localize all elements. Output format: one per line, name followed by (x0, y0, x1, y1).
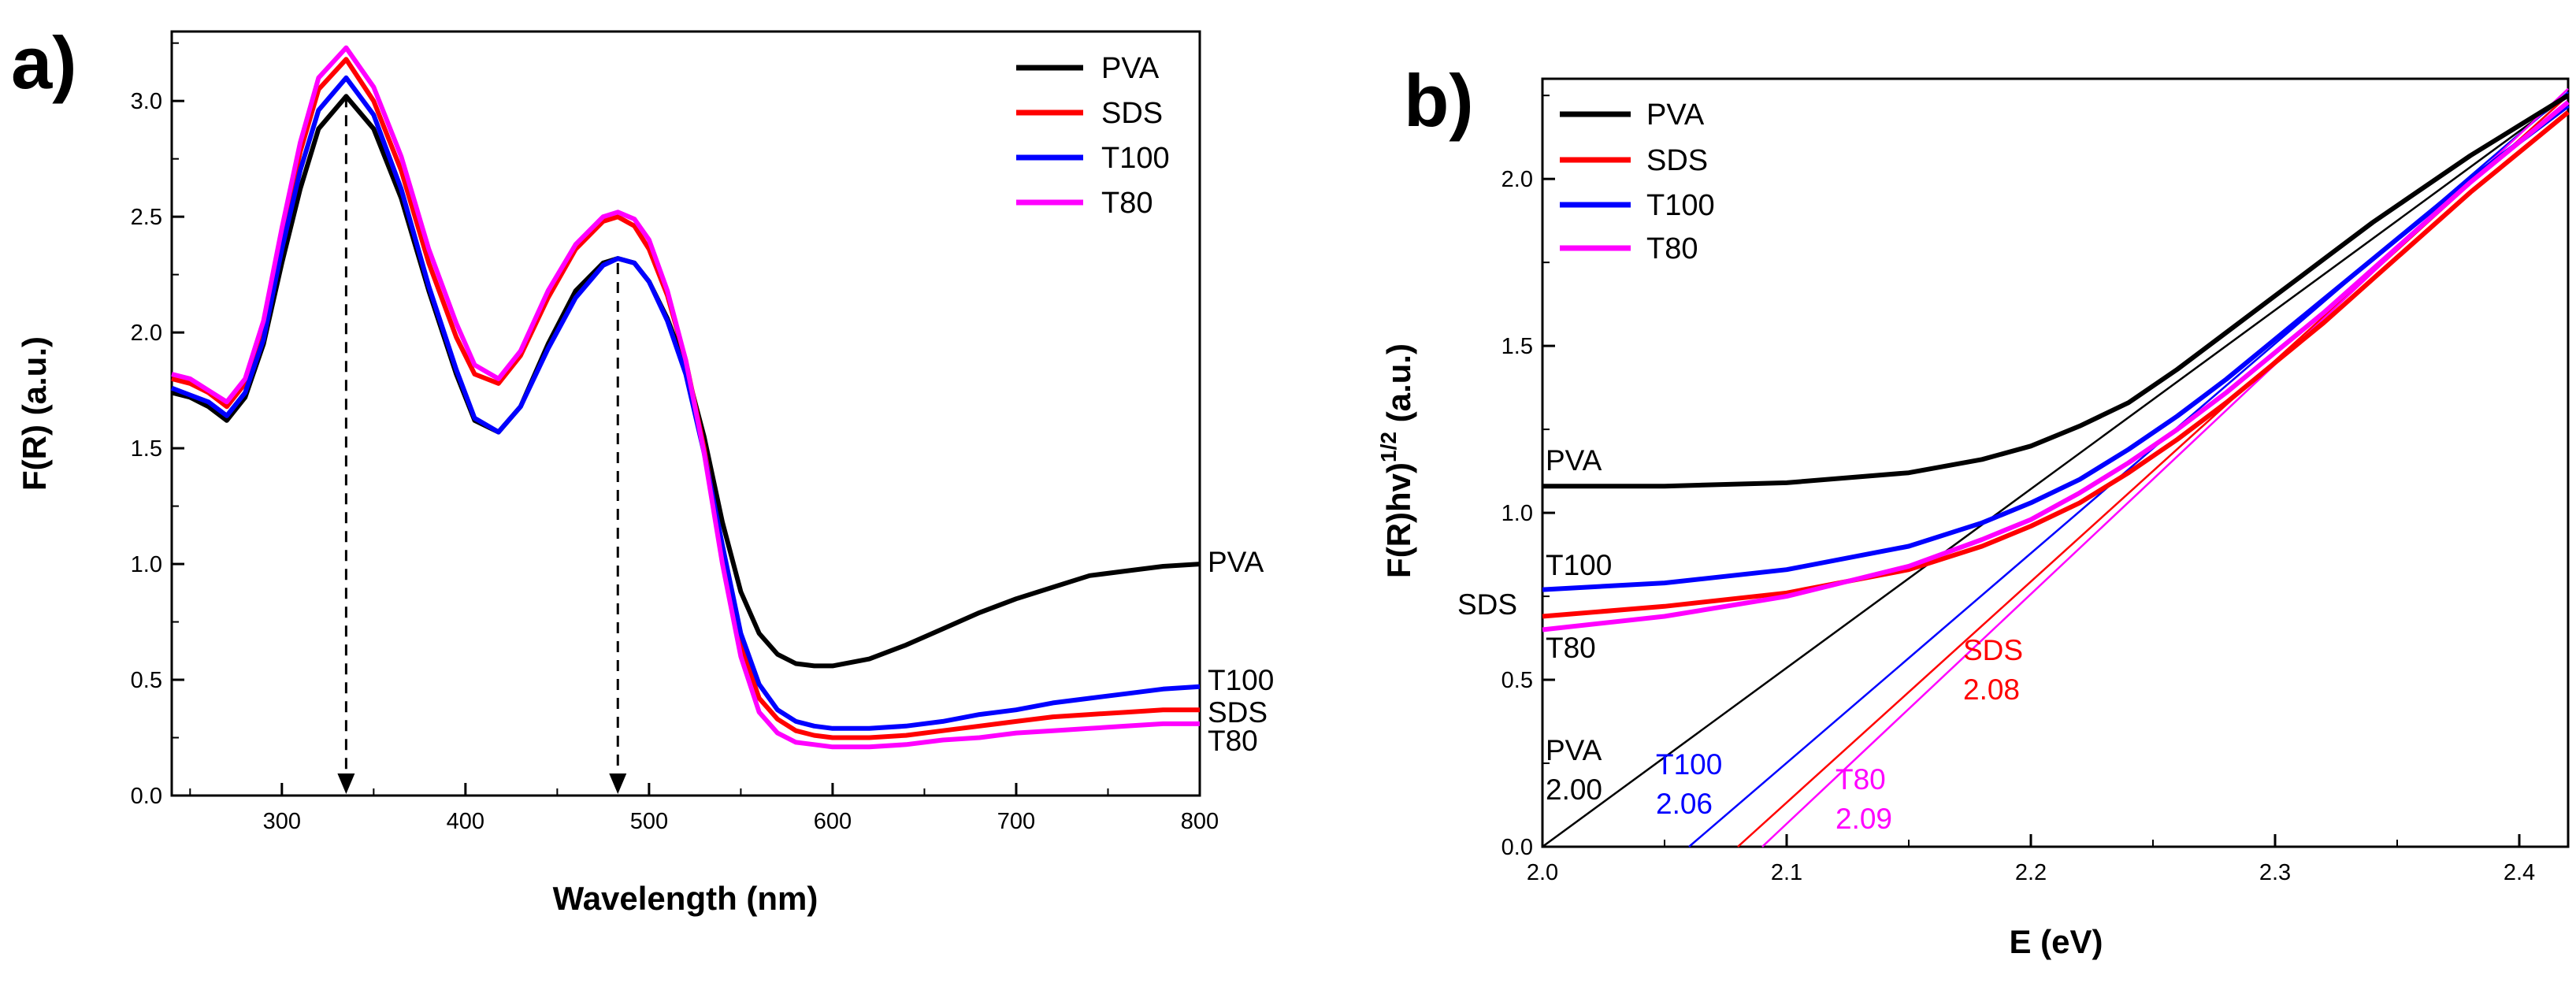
panel-b-plot-frame (1541, 77, 2570, 848)
panel-a-tick-labels: 300 400 500 600 700 800 0.0 0.5 1.0 1.5 2.0 2.5 3.0 (131, 89, 1219, 834)
panel-b-y-tick-label: 2.0 (1501, 167, 1533, 192)
panel-a-x-tick-label: 800 (1181, 809, 1219, 834)
end-label-t80: T80 (1208, 725, 1258, 757)
end-label-sds: SDS (1208, 696, 1268, 729)
panel-a-y-tick-label: 2.0 (131, 321, 162, 346)
end-label-pva: PVA (1208, 546, 1264, 578)
panel-a-y-tick-label: 2.5 (131, 205, 162, 230)
panel-b-y-axis-title-sup: 1/2 (1376, 432, 1401, 462)
panel-b-y-tick-label: 0.0 (1501, 835, 1533, 860)
svg-text:F(R)hv)1/2 (a.u.): F(R)hv)1/2 (a.u.) (1376, 343, 1417, 578)
panel-a-arrows (337, 96, 627, 794)
legend-label-pva: PVA (1646, 98, 1705, 132)
panel-b-y-tick-label: 0.5 (1501, 668, 1533, 693)
bandgap-name-t100: T100 (1656, 748, 1722, 781)
curve-label-t100: T100 (1546, 549, 1612, 581)
panel-b-legend: PVA SDS T100 T80 (1560, 98, 1715, 265)
panel-a-x-tick-label: 400 (447, 809, 484, 834)
bandgap-value-pva: 2.00 (1546, 773, 1602, 806)
panel-a-y-tick-label: 1.0 (131, 552, 162, 577)
panel-a-legend: PVA SDS T100 T80 (1016, 52, 1170, 220)
panel-a-x-tick-label: 500 (630, 809, 668, 834)
panel-b-x-tick-label: 2.0 (1527, 860, 1558, 885)
panel-a: a) 300 400 500 600 700 8000.00.51.01.52.02.53… (11, 21, 1274, 917)
series-line-sds (1542, 110, 2570, 619)
series-line-t100 (170, 75, 1201, 731)
bandgap-name-pva: PVA (1546, 734, 1602, 766)
legend-label-pva: PVA (1101, 52, 1160, 85)
legend-label-t80: T80 (1101, 187, 1153, 220)
bandgap-name-sds: SDS (1963, 634, 2023, 666)
tangent-line-pva (1542, 95, 2569, 848)
panel-b-series (1542, 93, 2570, 632)
panel-a-y-tick-label: 0.5 (131, 668, 162, 693)
panel-b-ticks (1541, 95, 2521, 848)
series-line-t100 (1542, 103, 2570, 592)
curve-label-sds: SDS (1457, 588, 1517, 621)
panel-b-tick-labels: 2.0 2.1 2.2 2.3 2.4 0.0 0.5 1.0 1.5 2.0 (1501, 167, 2535, 885)
panel-b-x-tick-label: 2.1 (1771, 860, 1802, 885)
legend-label-sds: SDS (1646, 144, 1708, 177)
panel-b-y-axis-title-main: F(R)hv) (1380, 462, 1417, 578)
panel-b-y-axis-title: F(R)hv)1/2 (a.u.) (1376, 343, 1417, 578)
end-label-t100: T100 (1208, 664, 1274, 696)
panel-a-x-tick-label: 600 (814, 809, 852, 834)
panel-a-y-tick-label: 3.0 (131, 89, 162, 114)
series-line-pva (1542, 93, 2570, 489)
panel-b-y-tick-label: 1.0 (1501, 501, 1533, 526)
panel-a-x-axis-title: Wavelength (nm) (553, 880, 818, 917)
bandgap-value-sds: 2.08 (1963, 673, 2020, 706)
legend-label-t100: T100 (1646, 189, 1715, 222)
curve-label-pva: PVA (1546, 444, 1602, 477)
panel-a-y-tick-label: 1.5 (131, 436, 162, 462)
panel-b-y-tick-label: 1.5 (1501, 334, 1533, 359)
series-line-sds (171, 57, 1200, 740)
series-line-t80 (1542, 100, 2570, 632)
panel-b-y-axis-title-tail: (a.u.) (1380, 343, 1417, 432)
panel-a-label: a) (11, 21, 77, 104)
panel-b-label: b) (1404, 59, 1474, 142)
panel-a-series (170, 45, 1201, 750)
panel-b: b) 2.0 2.1 2.2 2.3 2.4 0.0 0.5 1.0 1.5 2.0 PVA SD… (1376, 59, 2570, 960)
bandgap-value-t100: 2.06 (1656, 788, 1713, 820)
panel-a-y-tick-label: 0.0 (131, 784, 162, 809)
bandgap-value-t80: 2.09 (1835, 803, 1892, 835)
arrow-head-2 (609, 773, 627, 794)
panel-b-x-tick-label: 2.3 (2259, 860, 2291, 885)
bandgap-name-t80: T80 (1835, 763, 1886, 796)
legend-label-sds: SDS (1101, 97, 1163, 130)
series-line-t80 (171, 45, 1200, 750)
legend-label-t80: T80 (1646, 232, 1698, 265)
curve-label-t80: T80 (1546, 632, 1596, 664)
panel-b-x-axis-title: E (eV) (2009, 923, 2103, 960)
panel-a-plot-frame (170, 30, 1201, 797)
legend-label-t100: T100 (1101, 142, 1170, 175)
arrow-head-1 (337, 773, 355, 794)
panel-a-x-tick-label: 300 (263, 809, 301, 834)
panel-a-x-tick-label: 700 (997, 809, 1035, 834)
panel-b-x-tick-label: 2.4 (2504, 860, 2535, 885)
panel-b-x-tick-label: 2.2 (2015, 860, 2047, 885)
panel-a-y-axis-title: F(R) (a.u.) (16, 336, 53, 491)
